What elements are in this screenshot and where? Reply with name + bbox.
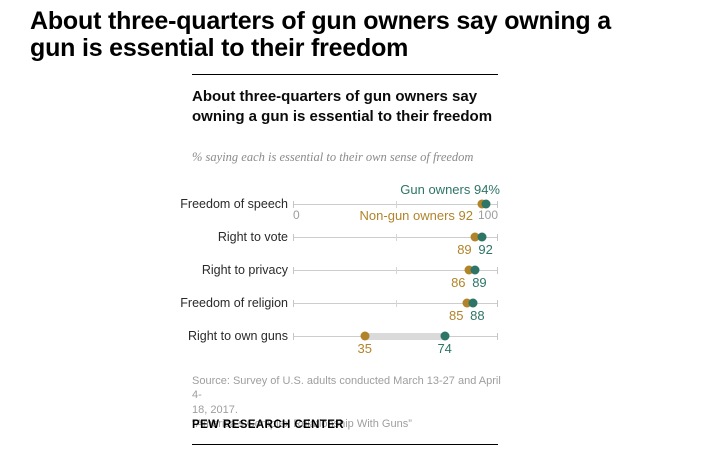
page-title-line1: About three-quarters of gun owners say o… xyxy=(30,7,611,35)
axis-tick-mid xyxy=(395,234,397,241)
page-title: About three-quarters of gun owners say o… xyxy=(30,8,690,62)
category-label: Freedom of speech xyxy=(180,197,288,211)
source-note: Source: Survey of U.S. adults conducted … xyxy=(192,374,512,431)
axis-tick-max xyxy=(497,234,498,241)
axis-tick-max xyxy=(497,267,498,274)
axis-tick-min xyxy=(293,267,294,274)
legend-gun-owners: Gun owners 94% xyxy=(400,182,500,197)
row-plot: 89 92 xyxy=(293,221,498,257)
gun-owners-dot xyxy=(477,232,487,242)
row-plot: 86 89 xyxy=(293,254,498,290)
chart-row: Right to vote 89 92 xyxy=(192,221,498,257)
non-gun-owners-value: 85 xyxy=(449,308,464,323)
gun-owners-dot xyxy=(481,199,491,209)
chart-row: Right to privacy 86 89 xyxy=(192,254,498,290)
axis-label-min: 0 xyxy=(293,208,300,222)
axis-tick-max xyxy=(497,300,498,307)
category-label: Freedom of religion xyxy=(180,296,288,310)
gun-owners-value: 92 xyxy=(478,242,493,257)
row-plot: 35 74 xyxy=(293,320,498,356)
axis-tick-mid xyxy=(395,300,397,307)
chart-row: Freedom of religion 85 88 xyxy=(180,287,498,323)
source-line2: 18, 2017. xyxy=(192,403,238,416)
gun-owners-dot xyxy=(440,331,450,341)
non-gun-owners-dot xyxy=(470,232,480,242)
axis-tick-min xyxy=(293,333,294,340)
gun-owners-dot xyxy=(470,265,480,275)
gun-owners-dot xyxy=(468,298,478,308)
chart-row: Right to own guns 35 74 xyxy=(188,320,498,356)
row-plot: 0 100 Non-gun owners 92 xyxy=(293,188,498,223)
category-label: Right to privacy xyxy=(201,263,288,277)
chart-row: Freedom of speech 0 100 Non-gun owners 9… xyxy=(180,188,498,223)
pew-research-center-footer: PEW RESEARCH CENTER xyxy=(192,419,345,431)
chart-card: About three-quarters of gun owners say o… xyxy=(180,74,501,445)
non-gun-owners-dot xyxy=(464,265,474,275)
axis-tick-min xyxy=(293,234,294,241)
row-plot: 85 88 xyxy=(293,287,498,323)
axis-tick-min xyxy=(293,201,294,208)
non-gun-owners-dot xyxy=(462,298,472,308)
source-line1: Source: Survey of U.S. adults conducted … xyxy=(192,375,501,402)
chart-title: About three-quarters of gun owners say o… xyxy=(192,88,493,126)
gun-owners-value: 89 xyxy=(472,275,487,290)
page-title-line2: gun is essential to their freedom xyxy=(30,34,409,62)
category-label: Right to vote xyxy=(217,230,288,244)
chart-subtitle: % saying each is essential to their own … xyxy=(192,150,474,164)
axis-tick-min xyxy=(293,300,294,307)
citation: “America’s Complex Relationship With Gun… xyxy=(192,417,412,430)
category-label: Right to own guns xyxy=(187,329,288,343)
legend-non-gun-owners: Non-gun owners 92 xyxy=(359,208,473,223)
gun-owners-value: 74 xyxy=(437,341,452,356)
axis-tick-max xyxy=(497,333,498,340)
axis-tick-mid xyxy=(395,267,397,274)
axis-tick-mid xyxy=(395,201,397,208)
non-gun-owners-dot xyxy=(360,331,370,341)
axis-tick-max xyxy=(497,201,498,208)
connector-bar xyxy=(364,333,445,340)
gun-owners-value: 88 xyxy=(470,308,485,323)
non-gun-owners-value: 35 xyxy=(357,341,372,356)
non-gun-owners-value: 86 xyxy=(451,275,466,290)
chart-rows: Freedom of speech 0 100 Non-gun owners 9… xyxy=(180,188,498,356)
non-gun-owners-value: 89 xyxy=(457,242,472,257)
axis-label-max: 100 xyxy=(477,208,498,222)
